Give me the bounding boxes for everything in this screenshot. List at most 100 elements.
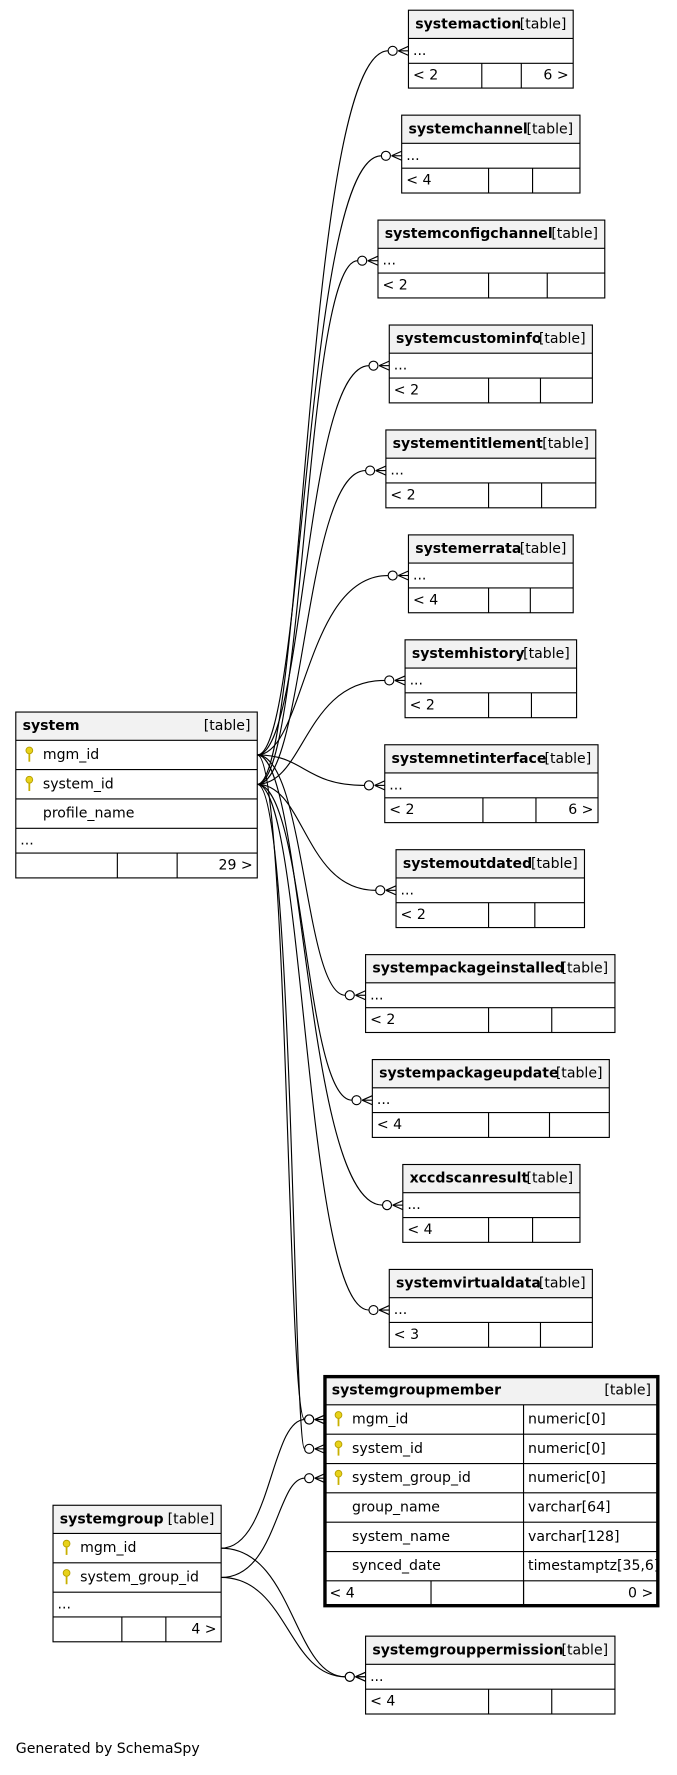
crow-foot: [367, 255, 379, 262]
optional-marker: [344, 990, 355, 1001]
table-tag: [table]: [531, 856, 578, 872]
relationship-line: [257, 783, 353, 1101]
crow-foot: [367, 260, 379, 266]
table: systempackageinstalled[table]... < 2: [365, 954, 616, 1034]
parent-count: < 4: [406, 173, 431, 189]
relationship-line: [221, 1547, 346, 1678]
crow-foot: [391, 155, 402, 161]
table: xccdscanresult[table]... < 4: [402, 1163, 581, 1243]
table-header: [402, 1164, 580, 1193]
parent-count: < 2: [410, 697, 435, 713]
table-border: [323, 1374, 660, 1608]
table-header: [408, 10, 574, 39]
parent-count: < 4: [413, 592, 438, 608]
child-count: 4 >: [191, 1621, 216, 1637]
crow-foot: [392, 1200, 404, 1206]
optional-marker: [351, 1095, 362, 1106]
relationship-line: [257, 470, 366, 785]
crow-foot: [398, 50, 409, 56]
relationship-line: [257, 574, 389, 756]
table-border: [15, 711, 258, 879]
table-name: systemconfigchannel: [385, 226, 553, 242]
table: systemnetinterface[table]... < 2 6 >: [384, 744, 599, 824]
table-name: systemerrata: [415, 541, 521, 557]
crow-foot: [398, 570, 409, 577]
column-type: varchar[64]: [528, 1500, 611, 1516]
table-border: [407, 9, 574, 89]
table: systemconfigchannel[table]... < 2: [377, 219, 606, 299]
parent-count: < 2: [401, 907, 426, 923]
table-border: [52, 1504, 222, 1643]
table-name: systemgrouppermission: [372, 1642, 563, 1658]
table-border: [365, 954, 616, 1034]
column-type: numeric[0]: [528, 1470, 606, 1486]
table-tag: [table]: [561, 961, 608, 977]
more-columns: ...: [401, 882, 414, 898]
table-border: [384, 744, 599, 824]
more-columns: ...: [406, 148, 419, 164]
optional-marker: [387, 45, 398, 56]
relationship-line: [257, 679, 385, 785]
crow-foot: [355, 990, 366, 996]
table-border: [401, 114, 581, 194]
table: systemchannel[table]... < 4: [401, 114, 581, 194]
table-header: [365, 1636, 615, 1665]
table-border: [388, 1268, 593, 1348]
more-columns: ...: [413, 43, 426, 59]
table-name: systempackageinstalled: [372, 961, 564, 977]
crow-foot: [385, 889, 397, 896]
parent-count: < 4: [329, 1585, 354, 1601]
table-header: [401, 115, 580, 144]
crow-foot: [378, 365, 390, 371]
table: systemoutdated[table]... < 2: [395, 849, 586, 929]
optional-marker: [387, 570, 398, 581]
table-header: [377, 220, 605, 249]
table-tag: [table]: [556, 1066, 603, 1082]
table-name: systemnetinterface: [392, 751, 547, 767]
column-type: numeric[0]: [528, 1441, 606, 1457]
crow-foot: [355, 1671, 366, 1678]
table: systemgrouppermission[table]... < 4: [365, 1635, 616, 1715]
table-border: [377, 219, 606, 299]
table-header: [389, 325, 593, 354]
crow-foot: [355, 1676, 366, 1682]
optional-marker: [304, 1473, 315, 1484]
key-icon: [25, 746, 34, 755]
key-icon: [334, 1469, 343, 1478]
column-name: system_name: [352, 1529, 450, 1545]
parent-count: < 3: [394, 1327, 419, 1343]
table-header: [365, 954, 615, 983]
table-border: [385, 429, 597, 509]
crow-foot: [394, 675, 406, 681]
more-columns: ...: [407, 1197, 420, 1213]
parent-count: < 4: [407, 1222, 432, 1238]
table-tag: [table]: [545, 751, 592, 767]
more-columns: ...: [377, 1092, 390, 1108]
table: system [table] mgm_id system_id profile_name…: [15, 711, 258, 879]
key-icon: [25, 775, 34, 784]
crow-foot: [391, 150, 402, 157]
table-tag: [table]: [204, 718, 251, 734]
child-count: 0 >: [628, 1585, 653, 1601]
table: systemcustominfo[table]... < 2: [388, 324, 593, 404]
crow-foot: [394, 679, 406, 686]
table-header: [372, 1059, 610, 1088]
more-columns: ...: [394, 358, 407, 374]
table: systemaction[table]... < 2 6 >: [407, 9, 574, 89]
table-border: [365, 1635, 616, 1715]
column-name: mgm_id: [352, 1412, 408, 1428]
crow-foot: [355, 994, 366, 1001]
child-count: 29 >: [219, 857, 253, 873]
tables: system [table] mgm_id system_id profile_name…: [15, 9, 660, 1715]
more-columns: ...: [410, 672, 423, 688]
more-columns: ...: [20, 833, 33, 849]
crow-foot: [378, 1305, 390, 1311]
relationship-line: [257, 50, 389, 785]
column-name: mgm_id: [80, 1540, 136, 1556]
optional-marker: [384, 675, 395, 686]
table-border: [404, 639, 578, 719]
crow-foot: [375, 465, 387, 472]
more-columns: ...: [383, 253, 396, 269]
optional-marker: [357, 255, 368, 266]
table-tag: [table]: [604, 1383, 651, 1399]
